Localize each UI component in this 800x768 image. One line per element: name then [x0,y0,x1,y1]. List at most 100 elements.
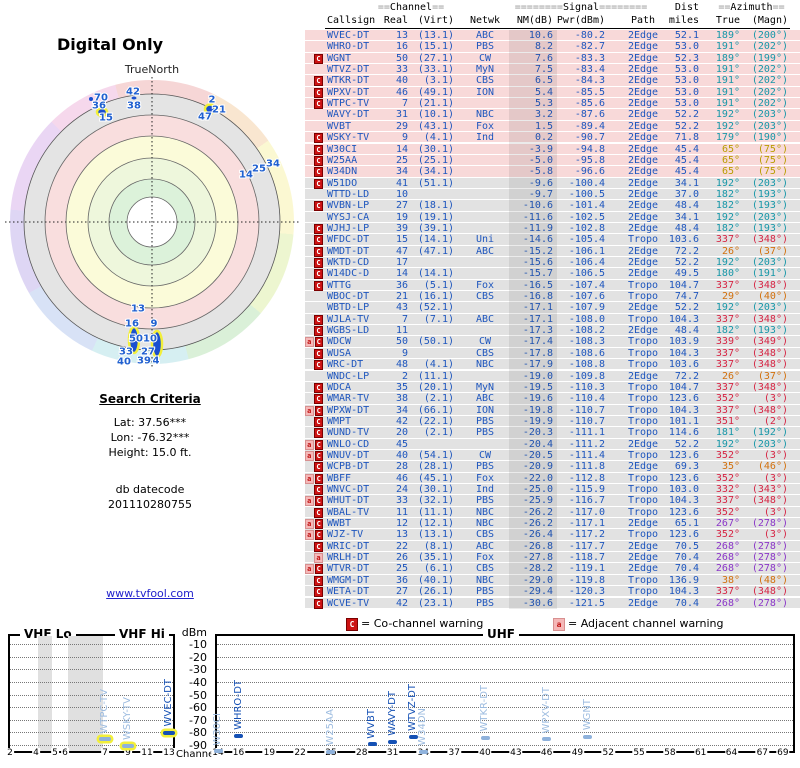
dbm-gridline [10,669,173,671]
warning-flags: a [305,553,323,564]
warning-flags: C [305,201,323,212]
cochannel-warning-flag: C [314,382,323,393]
cell-azimuth-magnetic: (278°) [751,552,788,564]
channel-tick: 6 [61,748,69,758]
cell-real-channel: 27 [395,200,408,212]
cell-virtual-channel: (39.1) [417,222,454,234]
cell-nm-db: -3.9 [528,143,553,155]
dbm-gridline [217,681,793,683]
dbm-gridline [10,719,173,721]
cell-path: Tropo [627,291,659,303]
cell-nm-db: -29.4 [522,586,553,598]
cell-callsign: WMAR-TV [327,393,370,405]
cell-nm-db: -15.6 [522,257,553,268]
cell-callsign: WYSJ-CA [327,211,370,223]
cell-network: PBS [475,597,495,609]
cell-callsign: W34DN [327,166,358,178]
cell-path: 2Edge [627,64,659,76]
cell-network: CW [478,336,492,348]
table-row: a C WHUT-DT 33 (32.1) PBS -25.9 -116.7 Tropo 104.… [305,495,800,507]
cell-virtual-channel: (13.1) [417,30,454,41]
cell-nm-db: -26.2 [522,506,553,518]
table-row: WNDC-LP 2 (11.1) -19.0 -109.8 2Edge 72.2 26° (37… [305,370,800,382]
channel-tick: 37 [447,748,461,758]
cell-azimuth-magnetic: (3°) [763,449,788,461]
cochannel-warning-flag: C [314,167,323,178]
header-netwk: Netwk [469,15,501,26]
cell-nm-db: 10.6 [528,30,553,41]
cell-real-channel: 9 [401,347,408,359]
dbm-tick-label: -20 [189,650,207,664]
cell-path: 2Edge [627,166,659,178]
tvfool-link[interactable]: www.tvfool.com [106,587,194,600]
dbm-gridline [10,694,173,696]
cell-real-channel: 36 [395,279,408,291]
header-real: Real [383,15,408,26]
cell-callsign: WSKY-TV [327,132,370,144]
cell-real-channel: 20 [395,427,408,439]
warning-flags: C [305,235,323,246]
dbm-gridline [10,745,173,746]
cell-real-channel: 25 [395,563,408,575]
cell-azimuth-magnetic: (348°) [751,234,788,246]
cochannel-warning-flag: C [314,269,323,280]
table-row: C WMGM-DT 36 (40.1) NBC -29.0 -119.8 Tropo 136.9… [305,574,800,587]
chart-station-label: WPXV-DT [540,686,552,734]
cell-real-channel: 42 [395,597,408,609]
cell-path: 2Edge [627,211,659,223]
cell-network: PBS [475,415,495,427]
cell-network: NBC [475,518,495,530]
cell-azimuth-magnetic: (203°) [751,177,788,189]
cell-azimuth-true: 35° [721,461,740,473]
cell-nm-db: -17.1 [522,302,553,314]
cell-network: Ind [475,132,495,144]
cochannel-warning-flag: C [314,155,323,166]
cell-nm-db: -5.0 [528,154,553,166]
plot-title: Digital Only [56,35,164,54]
cell-azimuth-true: 26° [721,245,740,257]
chart-station-label: W30CI [212,712,223,746]
cell-distance-miles: 104.3 [668,495,699,507]
table-row: a C WPXW-DT 34 (66.1) ION -19.8 -110.7 Tropo 104.… [305,404,800,416]
header-true: True [715,15,740,26]
cell-distance-miles: 104.3 [668,347,699,359]
table-row: C W25AA 25 (25.1) -5.0 -95.8 2Edge 45.4 65° (75°) [305,154,800,167]
cell-azimuth-magnetic: (202°) [751,98,788,110]
cell-path: 2Edge [627,41,659,53]
cell-path: 2Edge [627,268,659,280]
table-row: C WMPT 42 (22.1) PBS -19.9 -110.7 Tropo 101.1 351… [305,415,800,428]
warning-flags: C [305,246,323,257]
cell-power-dbm: -83.4 [574,64,605,76]
cell-distance-miles: 123.6 [668,472,699,484]
cell-path: Tropo [627,529,659,541]
cell-distance-miles: 37.0 [674,188,699,200]
cell-power-dbm: -117.1 [568,518,605,530]
cell-virtual-channel: (28.1) [417,461,454,473]
cell-azimuth-magnetic: (202°) [751,86,788,98]
cell-callsign: WTPC-TV [327,98,370,110]
radar-station-label: 13 [131,304,145,315]
cell-power-dbm: -101.4 [568,200,605,212]
dbm-tick-label: -10 [189,638,207,651]
cell-callsign: WKTD-CD [327,257,370,268]
channel-tick: 16 [231,748,246,758]
cell-azimuth-true: 351° [715,415,740,427]
cell-virtual-channel: (30.1) [417,484,454,495]
cell-distance-miles: 104.3 [668,404,699,416]
cell-distance-miles: 70.5 [674,540,699,552]
cell-nm-db: -16.8 [522,291,553,303]
adjacent-warning-flag: a [305,519,314,530]
cell-callsign: WUND-TV [327,427,370,439]
table-row: WAVY-DT 31 (10.1) NBC 3.2 -87.6 2Edge 52.2 192° (… [305,109,800,121]
cell-azimuth-true: 65° [721,154,740,166]
cell-path: Tropo [627,313,659,325]
cell-path: 2Edge [627,30,659,41]
cell-distance-miles: 70.4 [674,563,699,575]
channel-tick: 13 [162,748,176,758]
warning-flags: C [305,258,323,268]
cell-network: CW [478,449,492,461]
cell-callsign: WMDT-DT [327,245,370,257]
cell-power-dbm: -106.4 [568,257,605,268]
